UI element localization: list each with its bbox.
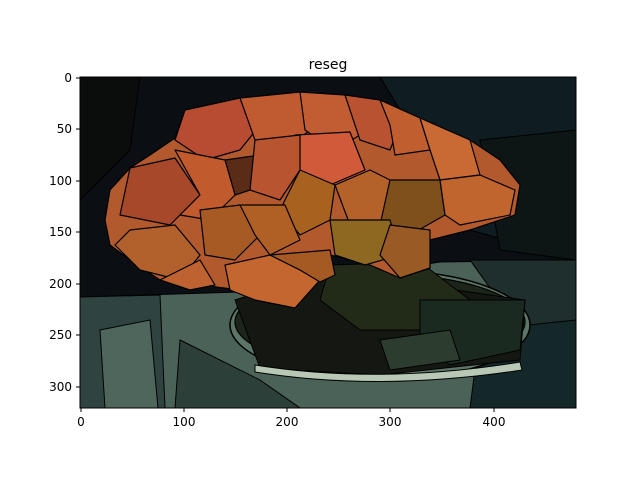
- x-axis: [80, 408, 495, 412]
- x-tick-label: 100: [173, 415, 196, 429]
- y-tick-label: 100: [49, 174, 72, 188]
- y-tick-label: 50: [57, 122, 72, 136]
- x-tick-label: 300: [379, 415, 402, 429]
- y-tick-label: 250: [49, 328, 72, 342]
- x-tick-label: 0: [77, 415, 85, 429]
- y-tick-labels: 0 50 100 150 200 250 300: [49, 71, 72, 394]
- x-tick-label: 400: [483, 415, 506, 429]
- y-tick-label: 0: [64, 71, 72, 85]
- y-tick-label: 200: [49, 277, 72, 291]
- y-tick-label: 300: [49, 380, 72, 394]
- segmented-image: [79, 76, 577, 409]
- y-tick-label: 150: [49, 225, 72, 239]
- x-tick-label: 200: [276, 415, 299, 429]
- figure-title: reseg: [309, 57, 348, 73]
- y-axis: [76, 77, 80, 388]
- x-tick-labels: 0 100 200 300 400: [77, 415, 505, 429]
